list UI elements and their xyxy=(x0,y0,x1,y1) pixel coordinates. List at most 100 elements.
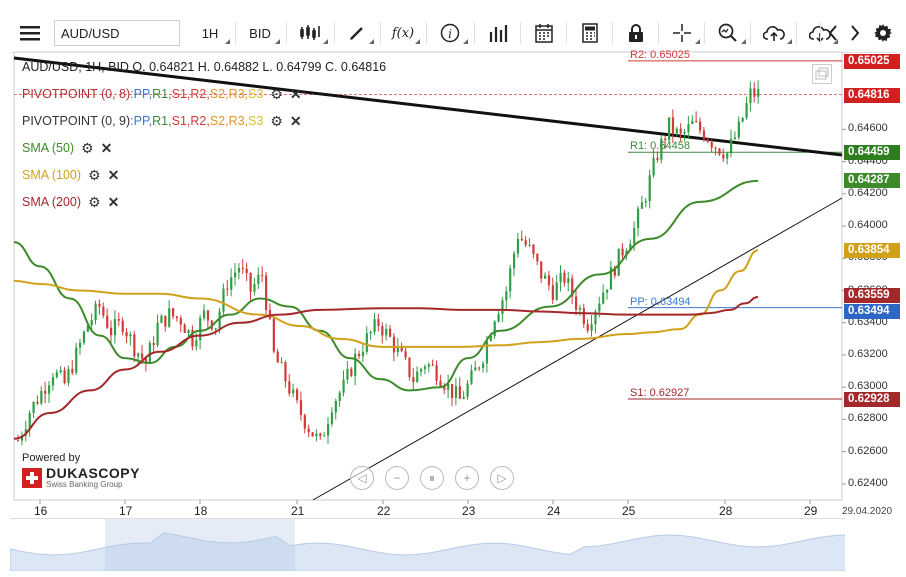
candle-body xyxy=(567,278,570,283)
indicator-row[interactable]: SMA (50) ⚙ ✕ xyxy=(22,140,112,156)
candle-body xyxy=(478,367,481,369)
candle-body xyxy=(462,396,465,399)
indicator-settings-icon[interactable]: ⚙ xyxy=(81,139,94,156)
indicator-row[interactable]: PIVOTPOINT (0, 8) : PP, R1, S1, R2, S2, … xyxy=(22,85,302,102)
candle-body xyxy=(20,435,24,441)
hamburger-icon[interactable] xyxy=(14,20,46,46)
calendar-icon[interactable] xyxy=(524,20,564,46)
indicator-remove-icon[interactable]: ✕ xyxy=(107,166,120,183)
candle-body xyxy=(40,390,43,404)
candle-body xyxy=(412,377,415,383)
indicator-settings-icon[interactable]: ⚙ xyxy=(88,166,101,183)
candle-body xyxy=(381,325,384,336)
candle-body xyxy=(683,131,686,134)
prev-icon[interactable] xyxy=(822,20,844,46)
candle-body xyxy=(365,333,368,352)
scroll-right-icon[interactable]: ▷ xyxy=(490,466,514,490)
indicator-settings-icon[interactable]: ⚙ xyxy=(270,112,283,129)
calculator-icon[interactable] xyxy=(570,20,610,46)
candle-body xyxy=(195,340,198,347)
candle-body xyxy=(346,368,349,380)
candle-body xyxy=(536,253,539,262)
indicator-row[interactable]: SMA (200) ⚙ ✕ xyxy=(22,194,119,210)
timeframe-button[interactable]: 1H xyxy=(188,20,232,46)
candle-body xyxy=(253,284,256,292)
candle-body xyxy=(156,322,159,345)
candle-body xyxy=(435,365,438,381)
candle-body xyxy=(106,315,109,328)
candle-body xyxy=(687,123,690,132)
indicator-remove-icon[interactable]: ✕ xyxy=(289,112,302,129)
candle-body xyxy=(265,275,268,310)
price-tag: 0.63559 xyxy=(844,288,900,304)
candle-body xyxy=(307,428,310,433)
next-icon[interactable] xyxy=(844,20,866,46)
candle-body xyxy=(288,381,291,394)
symbol-input[interactable] xyxy=(54,20,180,46)
candle-body xyxy=(443,386,446,390)
candle-body xyxy=(183,324,186,333)
candle-body xyxy=(404,351,407,358)
indicator-settings-icon[interactable]: ⚙ xyxy=(88,193,101,210)
candle-body xyxy=(268,309,272,319)
indicator-name: PIVOTPOINT (0, 9) xyxy=(22,114,131,128)
settings-icon[interactable] xyxy=(870,20,896,46)
info-icon[interactable]: i xyxy=(430,20,470,46)
draw-icon[interactable] xyxy=(338,20,376,46)
x-tick-label: 23 xyxy=(462,504,476,518)
candle-body xyxy=(203,310,206,319)
candle-body xyxy=(67,369,70,384)
indicator-remove-icon[interactable]: ✕ xyxy=(289,85,302,102)
candle-body xyxy=(75,347,78,373)
price-tag: 0.63494 xyxy=(844,303,900,319)
function-icon[interactable]: f(x) xyxy=(384,20,422,46)
candle-body xyxy=(241,267,244,269)
x-tick-label: 16 xyxy=(34,504,48,518)
scroll-left-icon[interactable]: ◁ xyxy=(350,466,374,490)
indicator-remove-icon[interactable]: ✕ xyxy=(107,193,120,210)
sma-line-100 xyxy=(13,249,759,348)
candle-body xyxy=(299,400,303,416)
zoom-out-icon[interactable]: − xyxy=(385,466,409,490)
candle-body xyxy=(544,275,547,279)
pivot-level-tag: S3 xyxy=(248,114,264,128)
candle-body xyxy=(129,334,132,337)
candle-body xyxy=(257,274,260,285)
snapshot-icon[interactable] xyxy=(812,64,832,84)
candle-body xyxy=(172,308,175,317)
price-tag: 0.64287 xyxy=(844,172,900,188)
candle-body xyxy=(482,363,485,368)
candle-body xyxy=(474,367,477,371)
pivot-level-tag: R1, xyxy=(152,114,172,128)
reset-icon[interactable]: ⏸ xyxy=(420,466,444,490)
indicator-row[interactable]: PIVOTPOINT (0, 9) : PP, R1, S1, R2, S2, … xyxy=(22,112,302,129)
pivot-level-tag: PP, xyxy=(133,114,153,128)
indicator-settings-icon[interactable]: ⚙ xyxy=(270,85,283,102)
candle-body xyxy=(524,240,527,245)
indicator-remove-icon[interactable]: ✕ xyxy=(100,139,113,156)
candle-body xyxy=(439,380,442,387)
candle-body xyxy=(272,318,275,352)
upload-icon[interactable] xyxy=(754,20,794,46)
candle-body xyxy=(280,362,283,364)
function-label: f(x) xyxy=(391,25,415,41)
bar-chart-icon[interactable] xyxy=(478,20,518,46)
candle-body xyxy=(32,401,35,414)
overview-navigator[interactable] xyxy=(9,518,851,572)
indicator-name: PIVOTPOINT (0, 8) xyxy=(22,87,131,101)
zoom-in-icon[interactable]: + xyxy=(455,466,479,490)
overview-window[interactable] xyxy=(105,519,295,571)
candle-body xyxy=(361,351,365,357)
candle-body xyxy=(671,117,675,134)
crosshair-icon[interactable] xyxy=(662,20,702,46)
lock-icon[interactable] xyxy=(616,20,656,46)
zoom-icon[interactable] xyxy=(708,20,748,46)
candle-body xyxy=(160,315,163,323)
timeframe-label: 1H xyxy=(201,25,219,41)
candle-body xyxy=(396,346,399,353)
candle-body xyxy=(420,369,423,372)
side-button[interactable]: BID xyxy=(238,20,282,46)
candles-icon[interactable] xyxy=(290,20,330,46)
indicator-row[interactable]: SMA (100) ⚙ ✕ xyxy=(22,167,119,183)
